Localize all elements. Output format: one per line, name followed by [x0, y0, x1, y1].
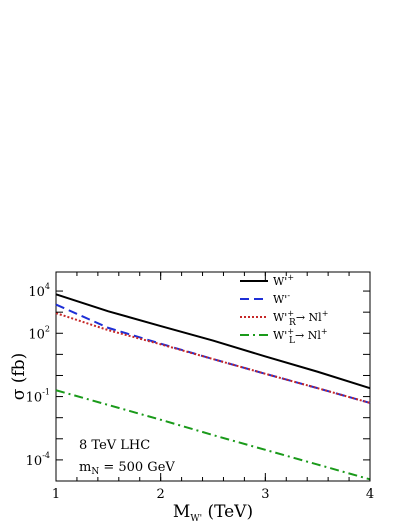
plot-frame [55, 271, 371, 482]
x-tick-label: 4 [366, 487, 374, 502]
x-tick-label: 2 [157, 487, 165, 502]
y-tick-label: 10-4 [26, 451, 50, 469]
annotation-mass: mN = 500 GeV [79, 460, 175, 477]
legend-label-1: W'+ [273, 273, 294, 288]
y-axis-title: σ (fb) [9, 353, 29, 400]
legend-label-2: W'- [273, 291, 290, 306]
x-tick-label: 3 [261, 487, 269, 502]
series-line-2 [55, 303, 371, 404]
series-line-1 [55, 293, 371, 390]
y-tick-label: 104 [28, 282, 50, 300]
x-tick-label: 1 [52, 487, 60, 502]
x-axis-title: MW' (TeV) [173, 502, 253, 524]
legend-label-3: W'+ R→ Nl+ [273, 309, 328, 328]
y-tick-label: 10-1 [26, 388, 50, 406]
annotation-energy: 8 TeV LHC [79, 438, 150, 453]
series-line-3 [55, 312, 371, 404]
series-line-4 [55, 389, 371, 481]
legend-label-4: W'+ L→ Nl+ [273, 327, 328, 346]
y-tick-label: 102 [28, 324, 50, 342]
